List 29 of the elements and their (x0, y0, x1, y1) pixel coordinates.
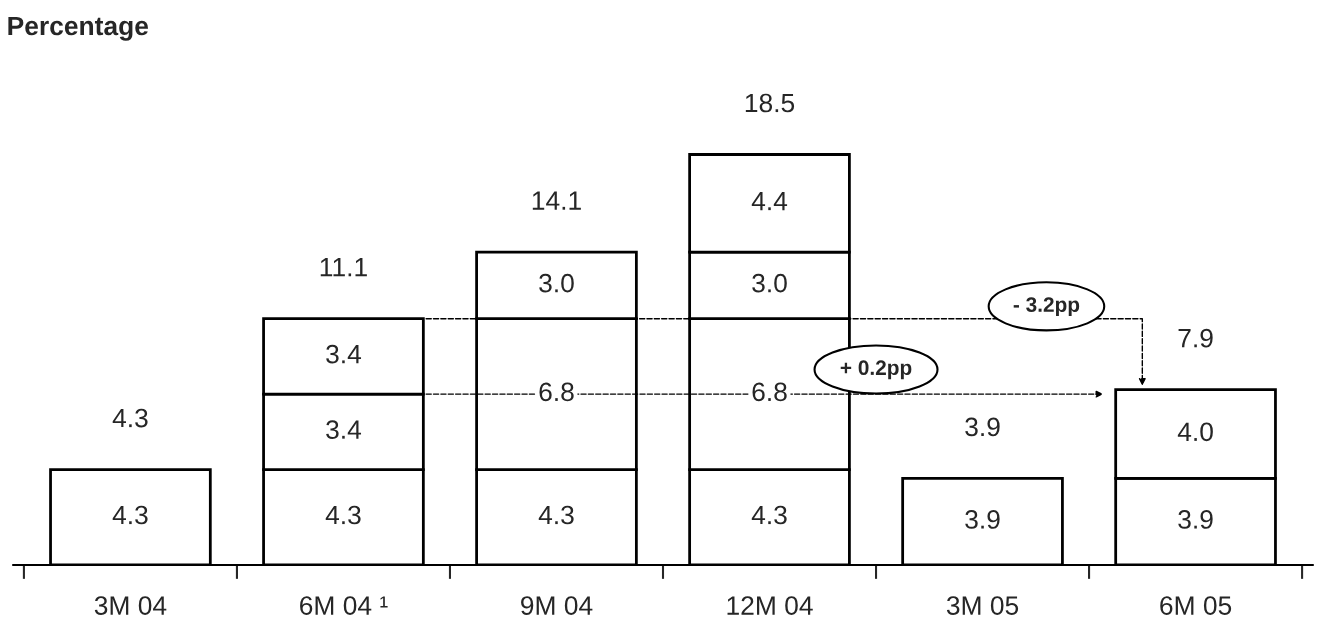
data-label: 3.9 (1178, 510, 1213, 529)
x-tick-label: 3M 04 (94, 596, 167, 615)
data-label: 3.0 (752, 273, 787, 293)
x-tick-label: 12M 04 (727, 596, 813, 615)
annotation: + 0.2pp (840, 360, 912, 380)
total-label: 4.3 (112, 408, 148, 428)
data-label: 3.4 (326, 420, 362, 439)
data-label: 3.9 (965, 510, 1000, 529)
data-label: 4.3 (325, 505, 361, 525)
data-label: 4.3 (751, 505, 787, 525)
x-tick-label: 9M 04 (521, 596, 593, 615)
data-label: 4.4 (751, 191, 788, 211)
chart-title: Percentage (8, 16, 149, 41)
data-label: 4.3 (538, 505, 574, 525)
data-label: 4.0 (1177, 422, 1213, 442)
x-tick-label: 3M 05 (946, 596, 1019, 615)
data-label: 3.4 (326, 344, 362, 364)
data-label: 4.3 (112, 505, 148, 525)
data-label: 3.0 (539, 273, 574, 293)
x-tick-label: 6M 04 ¹ (300, 596, 388, 615)
data-label: 6.8 (539, 382, 574, 402)
total-label: 14.1 (532, 191, 581, 210)
x-tick-label: 6M 05 (1160, 596, 1232, 615)
total-label: 3.9 (965, 417, 1000, 437)
data-label: 6.8 (752, 382, 787, 402)
total-label: 7.9 (1178, 328, 1213, 348)
annotation: - 3.2pp (1013, 297, 1080, 317)
total-label: 18.5 (745, 93, 795, 113)
total-label: 11.1 (320, 258, 367, 277)
